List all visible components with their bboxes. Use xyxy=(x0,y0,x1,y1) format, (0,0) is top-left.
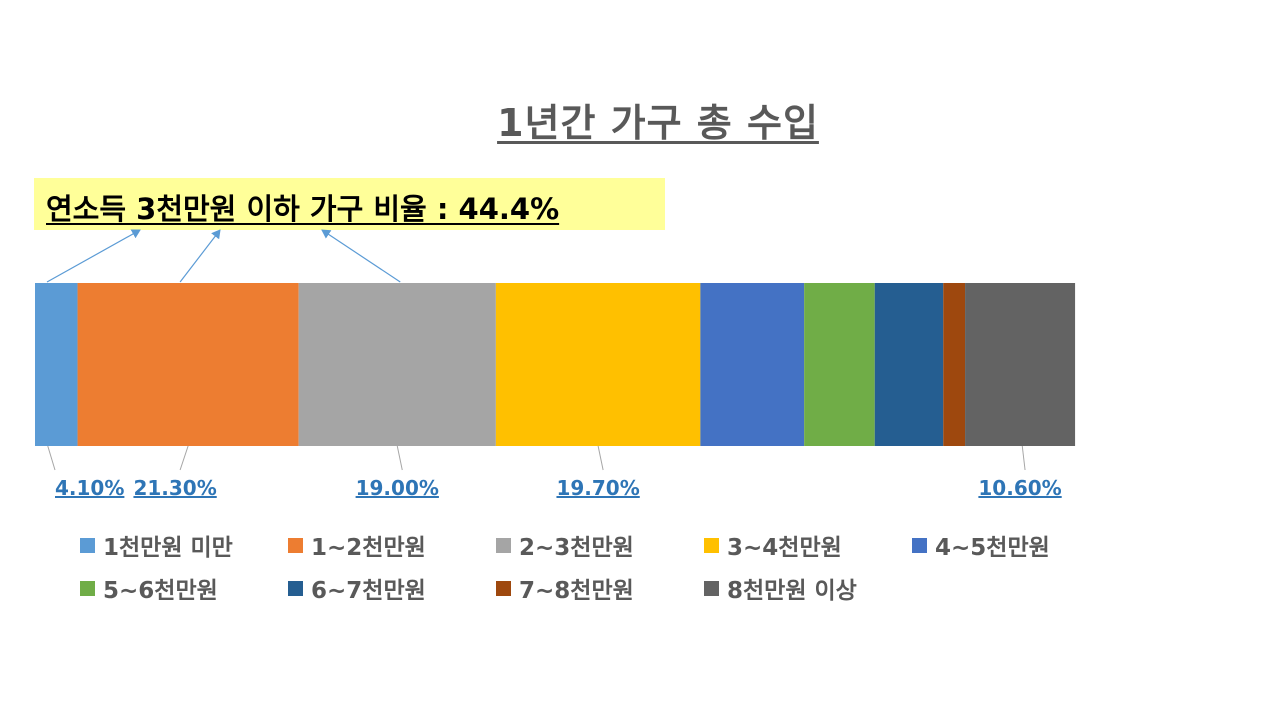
bar-segment-3 xyxy=(298,283,496,446)
bar-segment-1 xyxy=(35,283,78,446)
annotation-arrows xyxy=(46,229,401,283)
bar-segments xyxy=(35,283,1076,446)
legend-label: 1천만원 미만 xyxy=(103,535,233,561)
bar-segment-9 xyxy=(965,283,1076,446)
legend-item-segment-5: 4~5천만원 xyxy=(912,528,1120,562)
leader-line-segment-1 xyxy=(47,445,56,471)
bar-segment-6 xyxy=(804,283,875,446)
legend-swatch xyxy=(80,580,95,596)
legend-label: 5~6천만원 xyxy=(103,578,218,604)
data-label-segment-9: 10.60% xyxy=(978,476,1061,500)
legend-item-segment-1: 1천만원 미만 xyxy=(80,528,288,562)
annotation-box: 연소득 3천만원 이하 가구 비율 : 44.4% xyxy=(34,178,665,230)
legend-swatch xyxy=(704,537,719,553)
legend-item-segment-8: 7~8천만원 xyxy=(496,571,704,605)
legend-swatch xyxy=(288,537,303,553)
legend-item-segment-2: 1~2천만원 xyxy=(288,528,496,562)
bar-segment-2 xyxy=(77,283,299,446)
legend-item-segment-6: 5~6천만원 xyxy=(80,571,288,605)
bar-segment-8 xyxy=(943,283,966,446)
data-label-segment-3: 19.00% xyxy=(356,476,439,500)
bar-segment-4 xyxy=(495,283,701,446)
legend-item-segment-3: 2~3천만원 xyxy=(496,528,704,562)
legend-label: 2~3천만원 xyxy=(519,535,634,561)
legend-label: 3~4천만원 xyxy=(727,535,842,561)
leader-line-segment-2 xyxy=(179,445,189,471)
data-label-segment-4: 19.70% xyxy=(556,476,639,500)
leader-line-segment-4 xyxy=(597,445,604,471)
legend-swatch xyxy=(496,537,511,553)
leader-line-segment-3 xyxy=(396,445,403,471)
bar-segment-7 xyxy=(874,283,944,446)
annotation-arrow-2 xyxy=(179,229,221,283)
data-labels: 4.10% 21.30% 19.00% 19.70% 10.60% xyxy=(55,476,1062,500)
data-label-segment-1: 4.10% xyxy=(55,476,124,500)
legend-swatch xyxy=(288,580,303,596)
legend-label: 1~2천만원 xyxy=(311,535,426,561)
legend: 1천만원 미만 1~2천만원 2~3천만원 3~4천만원 4~5천만원 5~6천만원 6~7… xyxy=(80,528,1090,605)
legend-label: 4~5천만원 xyxy=(935,535,1050,561)
legend-swatch xyxy=(912,537,927,553)
bar-segment-5 xyxy=(700,283,805,446)
annotation-arrow-3 xyxy=(321,229,401,283)
chart-title: 1년간 가구 총 수입 xyxy=(497,101,819,145)
legend-swatch xyxy=(704,580,719,596)
legend-swatch xyxy=(496,580,511,596)
legend-item-segment-9: 8천만원 이상 xyxy=(704,571,912,605)
annotation-text: 연소득 3천만원 이하 가구 비율 : 44.4% xyxy=(46,192,560,226)
legend-item-segment-7: 6~7천만원 xyxy=(288,571,496,605)
leader-line-segment-9 xyxy=(1021,445,1026,471)
legend-label: 7~8천만원 xyxy=(519,578,634,604)
label-leader-lines xyxy=(47,445,1026,471)
legend-item-segment-4: 3~4천만원 xyxy=(704,528,912,562)
legend-swatch xyxy=(80,537,95,553)
legend-label: 6~7천만원 xyxy=(311,578,426,604)
data-label-segment-2: 21.30% xyxy=(133,476,216,500)
legend-label: 8천만원 이상 xyxy=(727,578,857,604)
annotation-arrow-1 xyxy=(46,229,141,283)
